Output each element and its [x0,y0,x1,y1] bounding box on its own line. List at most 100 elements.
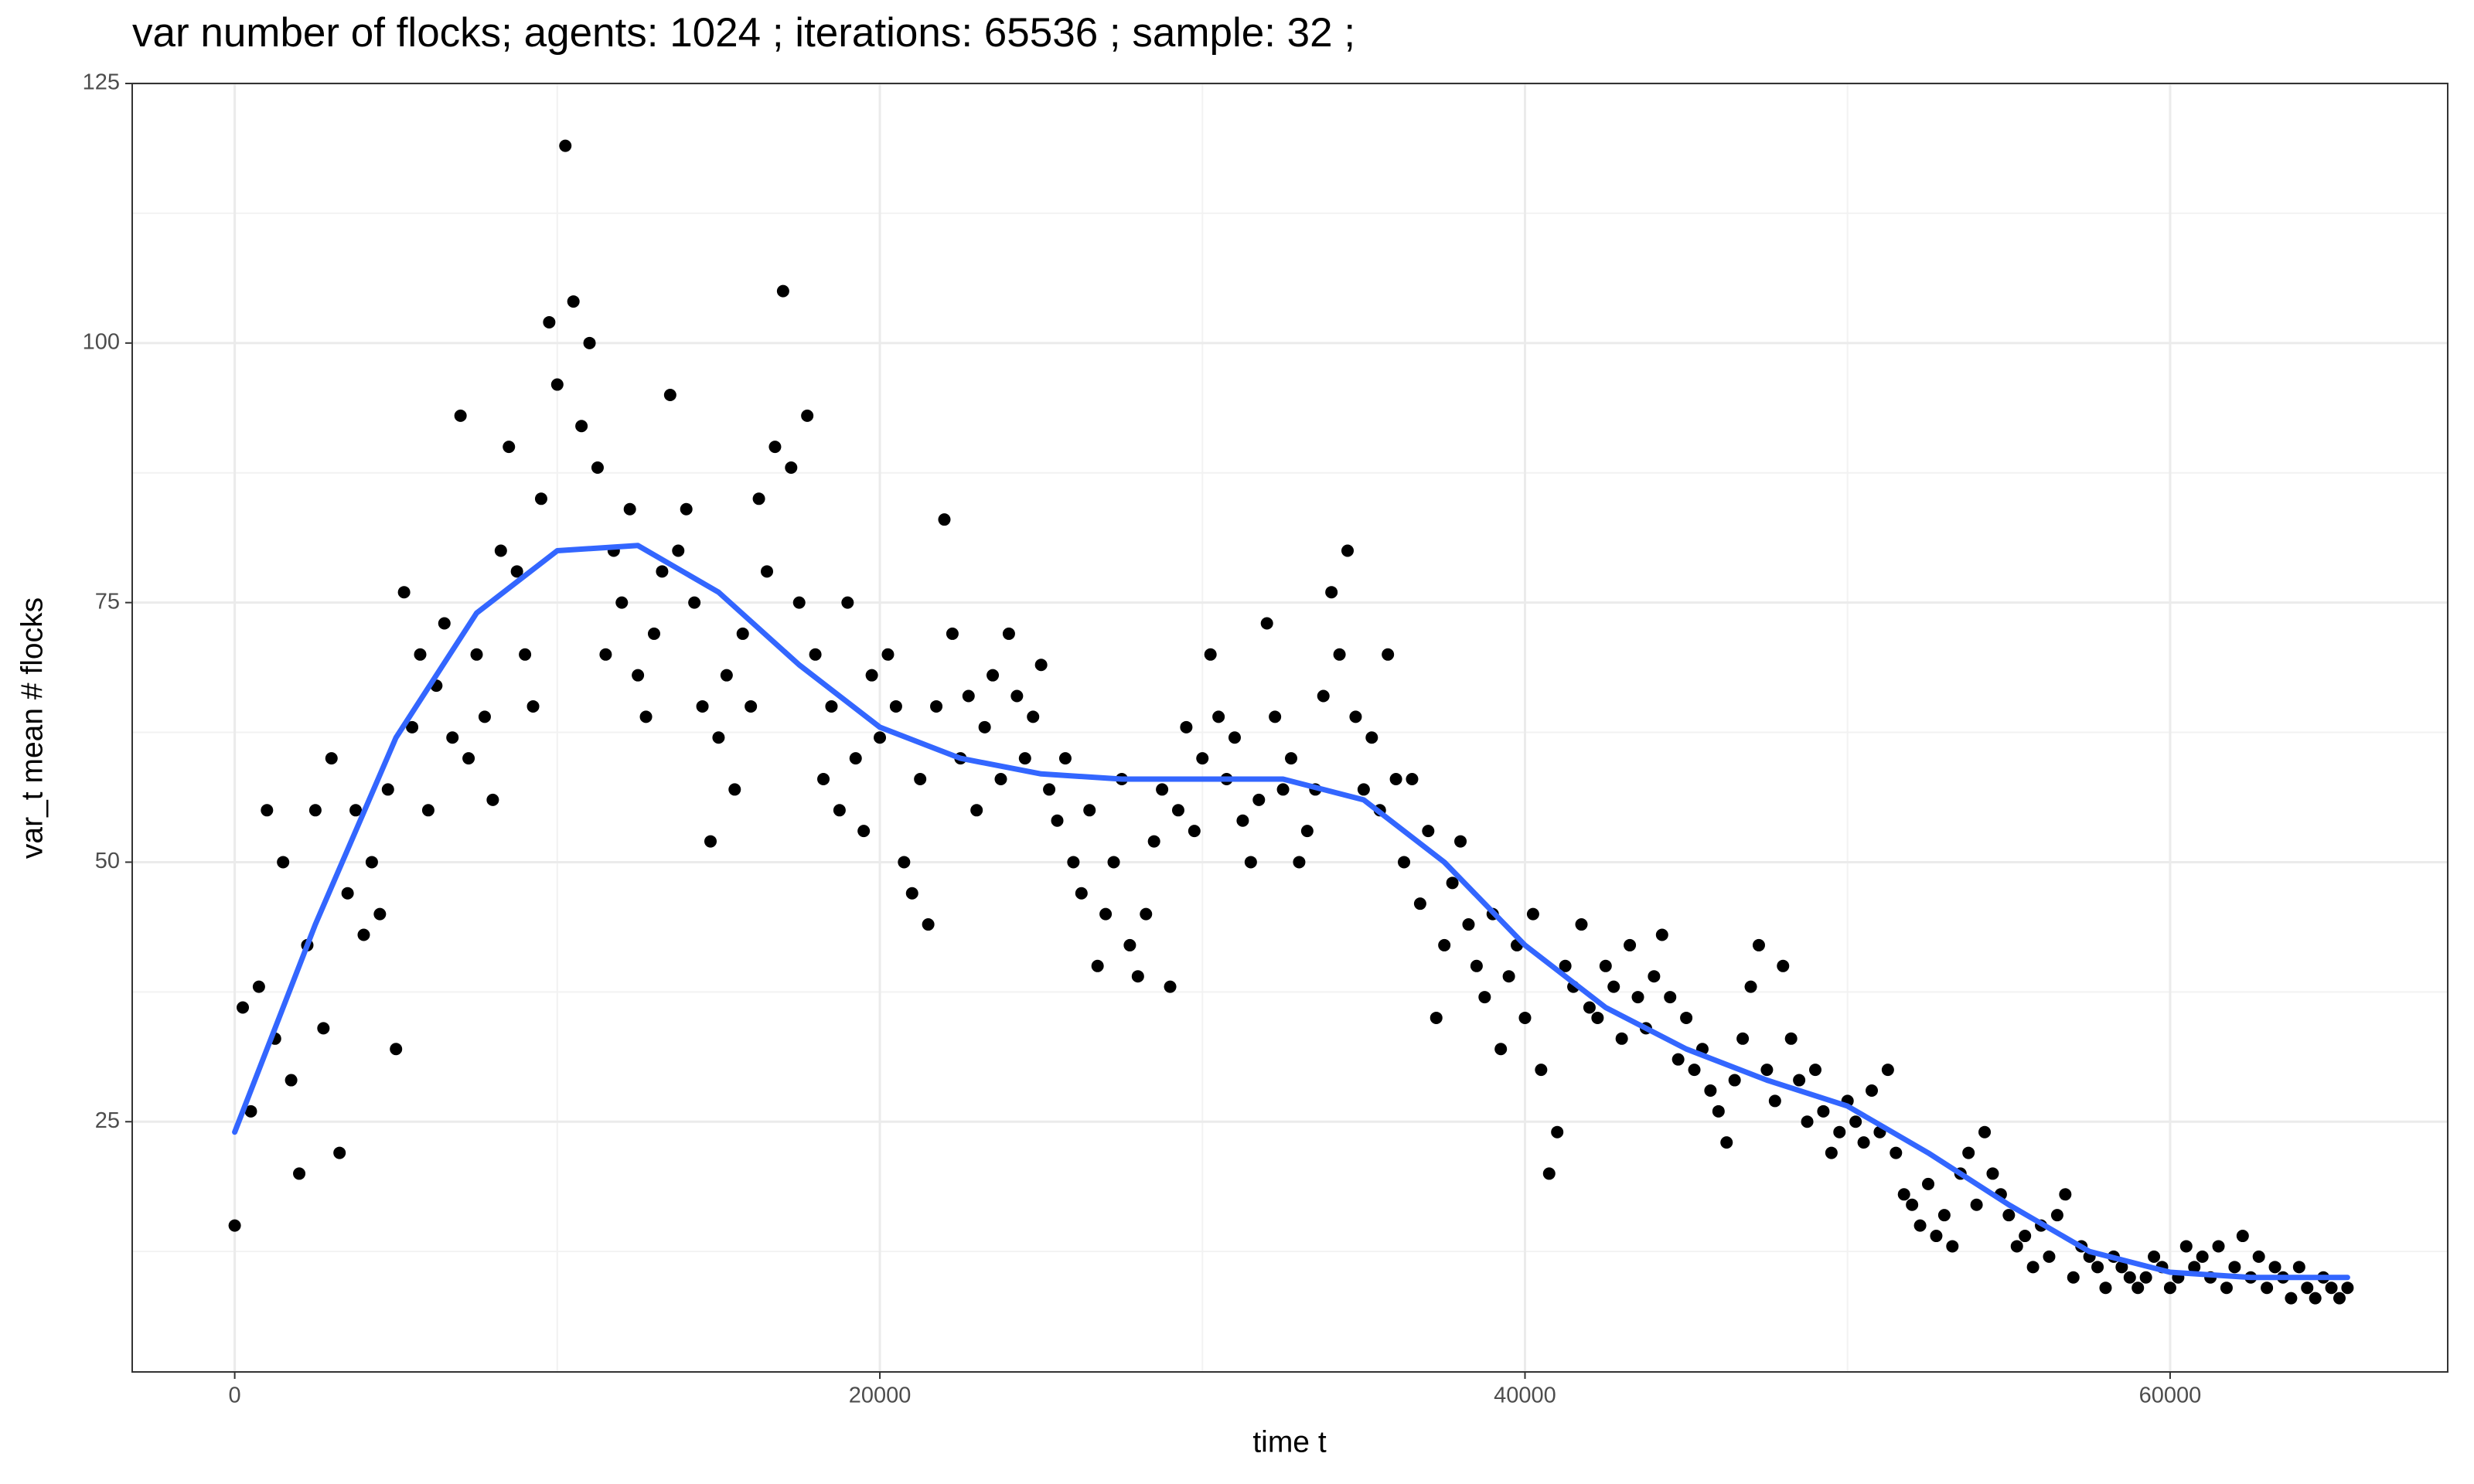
point [1881,1064,1894,1077]
point [1083,804,1096,817]
point [2026,1261,2040,1274]
point [550,378,564,391]
point [2002,1209,2016,1222]
point [1970,1198,1983,1211]
point [244,1104,257,1118]
point [486,793,499,806]
point [1937,1209,1951,1222]
point [1228,731,1241,744]
point [1349,710,1362,723]
point [308,804,322,817]
point [1720,1136,1733,1149]
point [1260,617,1273,630]
point [1671,1053,1685,1066]
point [349,804,363,817]
point [914,772,927,785]
point [1300,825,1314,838]
point [1075,887,1088,900]
point [1043,783,1056,796]
point [825,699,838,713]
point [1341,544,1355,557]
point [712,731,725,744]
point [1147,835,1160,848]
point [1986,1167,1999,1180]
point [446,731,459,744]
point [252,980,265,993]
point [1704,1084,1717,1097]
point [454,409,467,422]
point [341,887,354,900]
point [639,710,653,723]
y-tick-label: 50 [95,849,120,873]
chart-title: var number of flocks; agents: 1024 ; ite… [132,10,1355,56]
point [1906,1198,1919,1211]
point [1058,752,1072,765]
point [898,856,911,869]
point [1091,959,1104,972]
point [2301,1281,2314,1295]
point [1744,980,1757,993]
point [728,783,741,796]
point [1051,814,1064,827]
point [801,409,814,422]
point [1285,752,1298,765]
point [397,586,411,599]
point [1212,710,1225,723]
point [1664,991,1677,1004]
point [1559,959,1572,972]
point [503,441,516,454]
point [438,617,451,630]
point [2179,1240,2193,1253]
point [1252,793,1266,806]
point [2252,1250,2265,1263]
point [228,1219,241,1232]
point [857,825,871,838]
point [1760,1064,1774,1077]
point [2091,1261,2104,1274]
point [1276,783,1290,796]
y-tick-label: 125 [83,70,120,95]
point [1470,959,1483,972]
x-tick-label: 40000 [1494,1384,1556,1408]
point [1462,918,1475,931]
point [1825,1146,1838,1159]
point [1156,783,1169,796]
point [2139,1271,2152,1284]
point [559,139,572,152]
point [1736,1032,1750,1045]
point [1010,689,1024,703]
point [1269,710,1282,723]
point [1624,938,1637,951]
point [688,596,701,609]
point [285,1074,298,1087]
point [745,699,758,713]
point [785,461,798,475]
point [841,596,854,609]
point [1502,970,1515,983]
point [1793,1074,1806,1087]
point [1067,856,1080,869]
y-tick-label: 100 [83,329,120,354]
point [1866,1084,1879,1097]
point [237,1001,250,1014]
point [1930,1230,1943,1243]
point [865,669,878,682]
point [1680,1011,1693,1024]
point [1777,959,1790,972]
point [1518,1011,1532,1024]
point [1357,783,1370,796]
point [2261,1281,2274,1295]
point [623,502,636,516]
point [1389,772,1402,785]
point [357,928,370,941]
point [2333,1292,2346,1305]
y-tick-label: 25 [95,1108,120,1133]
point [987,669,1000,682]
point [1591,1011,1604,1024]
point [2099,1281,2112,1295]
point [1430,1011,1443,1024]
x-axis-title: time t [1252,1425,1327,1458]
point [1648,970,1661,983]
point [261,804,274,817]
point [526,699,540,713]
